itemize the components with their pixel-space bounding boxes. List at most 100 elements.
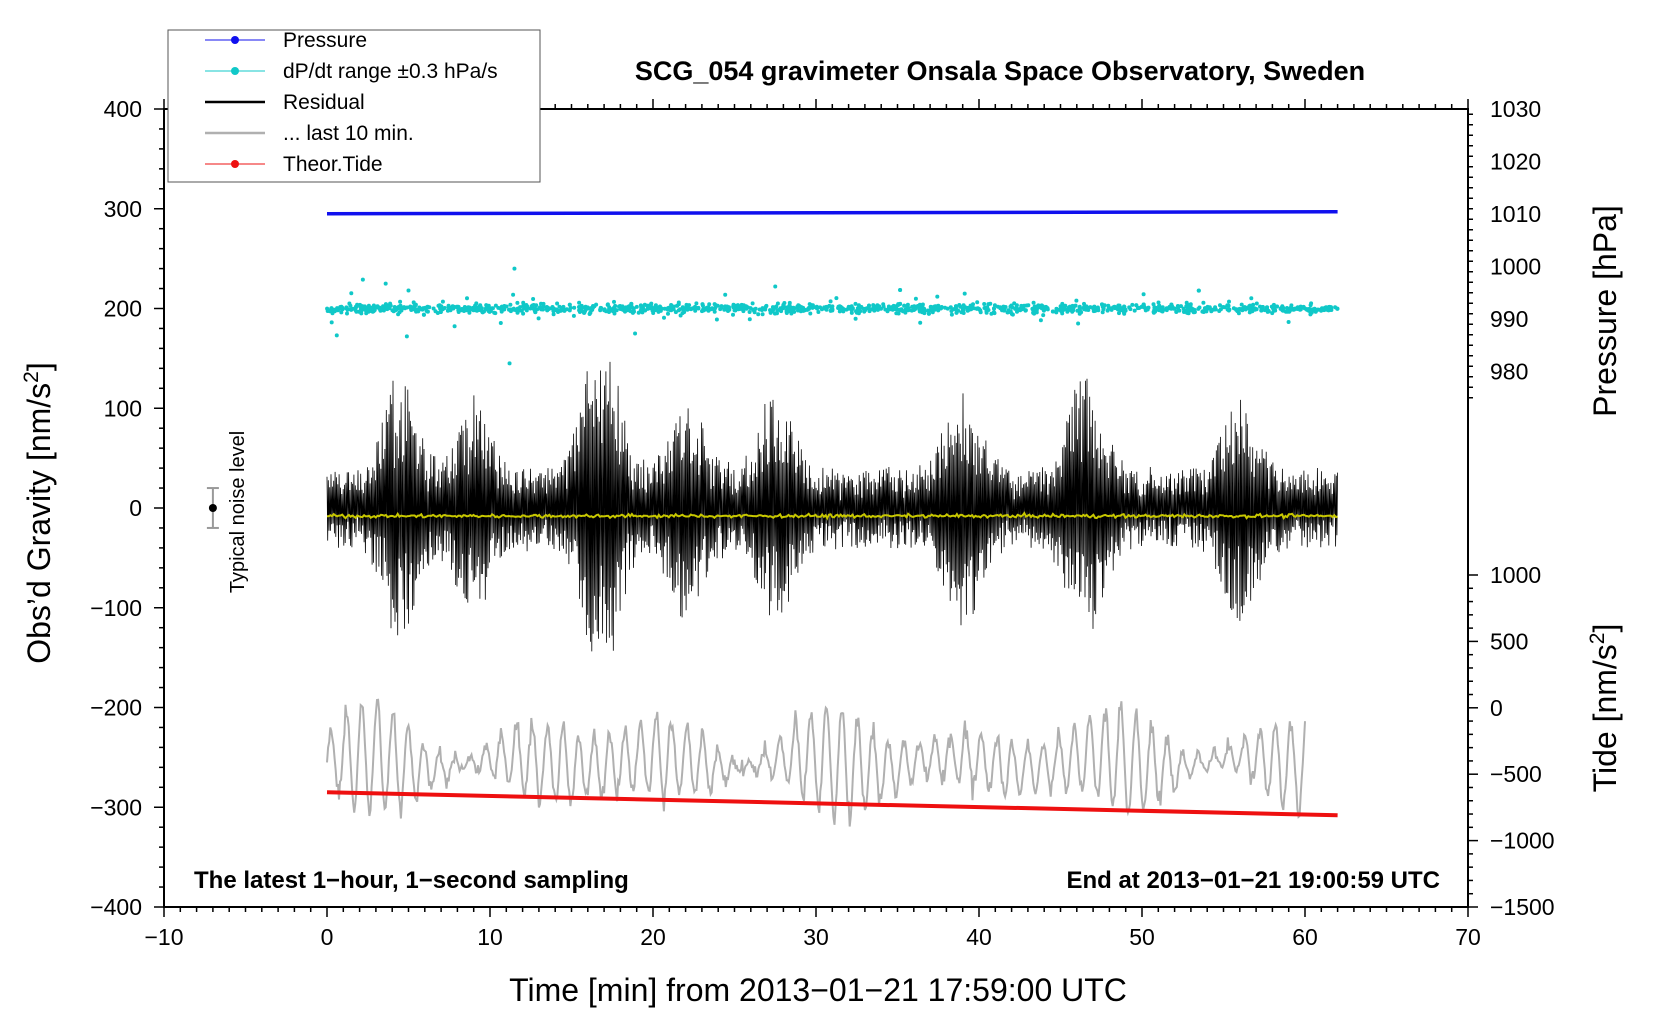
dpdt-point (988, 301, 993, 306)
dpdt-point (1156, 300, 1161, 305)
dpdt-point (1077, 305, 1082, 310)
dpdt-point (659, 306, 664, 311)
dpdt-point (406, 288, 411, 293)
dpdt-point (1285, 306, 1289, 310)
dpdt-point (739, 306, 744, 311)
dpdt-point (1039, 306, 1044, 311)
dpdt-point (1227, 299, 1231, 304)
dpdt-point (756, 312, 761, 317)
dpdt-point (1077, 311, 1082, 316)
dpdt-point (1169, 302, 1174, 307)
dpdt-point (1172, 306, 1176, 311)
dpdt-point (801, 305, 806, 310)
dpdt-point (499, 304, 504, 309)
dpdt-point (393, 308, 398, 313)
dpdt-point (807, 302, 812, 307)
dpdt-point (332, 307, 337, 312)
dpdt-point (1286, 320, 1291, 324)
dpdt-point (954, 310, 959, 315)
y-axis-title-pressure: Pressure [hPa] (1587, 205, 1623, 417)
tide-tick-label: −500 (1490, 761, 1542, 787)
dpdt-point (413, 302, 418, 307)
dpdt-point (678, 313, 683, 318)
legend-swatch-marker (231, 67, 239, 75)
dpdt-point (1074, 298, 1079, 303)
dpdt-point (541, 307, 545, 312)
dpdt-point (1181, 306, 1186, 311)
y-left-tick-label: −400 (90, 894, 142, 920)
legend-box (167, 29, 541, 183)
dpdt-point (686, 306, 691, 311)
dpdt-point (649, 301, 654, 306)
dpdt-point (806, 306, 811, 311)
dpdt-point (935, 294, 940, 299)
dpdt-point (750, 301, 755, 306)
dpdt-point (348, 303, 353, 308)
dpdt-point (515, 300, 520, 305)
pressure-tick-label: 980 (1490, 359, 1528, 385)
dpdt-point (504, 304, 509, 309)
dpdt-point (731, 312, 735, 317)
dpdt-point (1309, 308, 1314, 313)
dpdt-point (818, 305, 823, 310)
dpdt-point (733, 307, 738, 312)
dpdt-point (645, 303, 649, 308)
dpdt-point (957, 303, 962, 307)
legend-swatch-marker (231, 160, 239, 168)
dpdt-point (485, 307, 490, 312)
dpdt-point (787, 303, 792, 308)
y-left-tick-label: 200 (104, 296, 142, 322)
dpdt-point (1019, 307, 1024, 312)
x-tick-label: 40 (966, 924, 992, 950)
dpdt-point (546, 306, 551, 311)
dpdt-point (1201, 310, 1206, 314)
dpdt-point (989, 311, 994, 316)
dpdt-point (387, 306, 392, 311)
dpdt-point (638, 303, 643, 308)
dpdt-point (656, 309, 661, 314)
dpdt-point (897, 307, 902, 312)
dpdt-point (1197, 305, 1202, 310)
dpdt-point (1305, 307, 1309, 312)
dpdt-point (339, 310, 344, 315)
legend-label: ... last 10 min. (283, 122, 414, 145)
dpdt-point (961, 311, 966, 315)
dpdt-point (763, 304, 768, 309)
dpdt-point (719, 304, 724, 309)
dpdt-point (871, 305, 876, 310)
dpdt-point (1012, 301, 1017, 306)
dpdt-point (528, 306, 533, 311)
dpdt-point (1259, 308, 1264, 313)
dpdt-point (456, 310, 461, 314)
dpdt-point (354, 304, 358, 309)
dpdt-point (1335, 306, 1340, 311)
dpdt-point (369, 305, 374, 310)
tide-tick-label: −1500 (1490, 894, 1555, 920)
axis-ticks-layer: −10 0 10 20 30 40 50 60 704003002001000−100−200−… (90, 96, 1554, 950)
dpdt-point (1069, 307, 1074, 312)
dpdt-point (1050, 309, 1055, 314)
dpdt-point (1177, 308, 1182, 313)
pressure-tick-label: 990 (1490, 306, 1528, 332)
dpdt-point (554, 307, 559, 312)
y-axis-title-left-end: ] (21, 362, 57, 371)
dpdt-point (480, 310, 485, 315)
dpdt-point (775, 308, 780, 313)
dpdt-point (801, 308, 806, 313)
dpdt-point (954, 304, 958, 309)
dpdt-point (512, 266, 517, 271)
dpdt-point (651, 311, 656, 315)
dpdt-point (678, 307, 683, 312)
theor-tide-series-line (326, 790, 1338, 818)
dpdt-point (577, 300, 582, 305)
dpdt-point (961, 308, 966, 312)
x-tick-label: 50 (1129, 924, 1155, 950)
dpdt-point (781, 304, 786, 309)
dpdt-point (515, 310, 520, 315)
dpdt-point (437, 303, 442, 308)
dpdt-point (808, 311, 813, 316)
dpdt-point (849, 310, 854, 315)
dpdt-point (675, 303, 680, 308)
dpdt-point (702, 307, 707, 311)
